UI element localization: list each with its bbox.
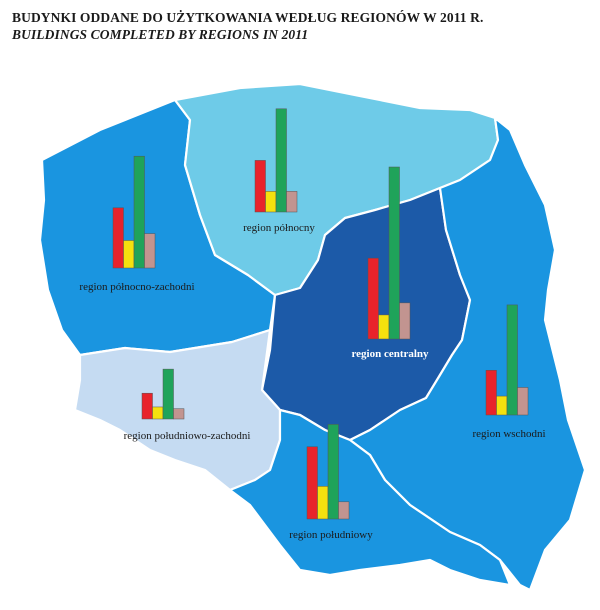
region-poludniowy-area xyxy=(228,408,512,587)
bar-centralny-3 xyxy=(388,166,400,340)
bar-poludniowy-1 xyxy=(306,446,318,520)
region-wschodni-area xyxy=(348,116,587,592)
label-region-polnocno-zachodni: region północno-zachodni xyxy=(79,281,194,293)
bar-polnocny-2 xyxy=(265,191,277,213)
bar-wschodni-3 xyxy=(506,304,518,416)
label-region-poludniowo-zachodni: region południowo-zachodni xyxy=(124,430,251,442)
bar-centralny-1 xyxy=(367,257,379,340)
bar-poludniowo_zachodni-4 xyxy=(173,408,185,420)
bar-wschodni-1 xyxy=(485,370,497,416)
bar-polnocny-3 xyxy=(275,108,287,213)
chart-region-polnocny xyxy=(254,108,298,213)
label-region-centralny: region centralny xyxy=(351,348,429,360)
bar-poludniowo_zachodni-1 xyxy=(141,392,153,420)
bar-polnocno_zachodni-3 xyxy=(133,155,145,269)
bar-poludniowo_zachodni-2 xyxy=(152,406,164,420)
bar-poludniowy-4 xyxy=(338,501,350,520)
bar-centralny-4 xyxy=(399,302,411,340)
title-polish: BUDYNKI ODDANE DO UŻYTKOWANIA WEDŁUG REG… xyxy=(12,10,484,25)
chart-region-centralny xyxy=(367,166,411,340)
label-region-wschodni: region wschodni xyxy=(472,428,545,440)
bar-polnocny-1 xyxy=(254,160,266,213)
bar-poludniowy-3 xyxy=(327,424,339,520)
bar-centralny-2 xyxy=(378,314,390,340)
bar-polnocno_zachodni-2 xyxy=(123,240,135,269)
bar-polnocno_zachodni-4 xyxy=(144,233,156,269)
bar-wschodni-4 xyxy=(517,387,529,416)
bar-polnocno_zachodni-1 xyxy=(112,207,124,269)
bar-polnocny-4 xyxy=(286,191,298,213)
label-region-polnocny: region północny xyxy=(243,222,315,234)
chart-region-poludniowy xyxy=(306,424,350,520)
chart-region-poludniowo-zachodni xyxy=(141,368,185,420)
chart-region-wschodni xyxy=(485,304,529,416)
title-english: BUILDINGS COMPLETED BY REGIONS IN 2011 xyxy=(12,27,309,42)
bar-poludniowo_zachodni-3 xyxy=(162,368,174,420)
label-region-poludniowy: region południowy xyxy=(289,529,373,541)
bar-wschodni-2 xyxy=(496,395,508,416)
chart-region-polnocno-zachodni xyxy=(112,155,156,269)
bar-poludniowy-2 xyxy=(317,486,329,520)
